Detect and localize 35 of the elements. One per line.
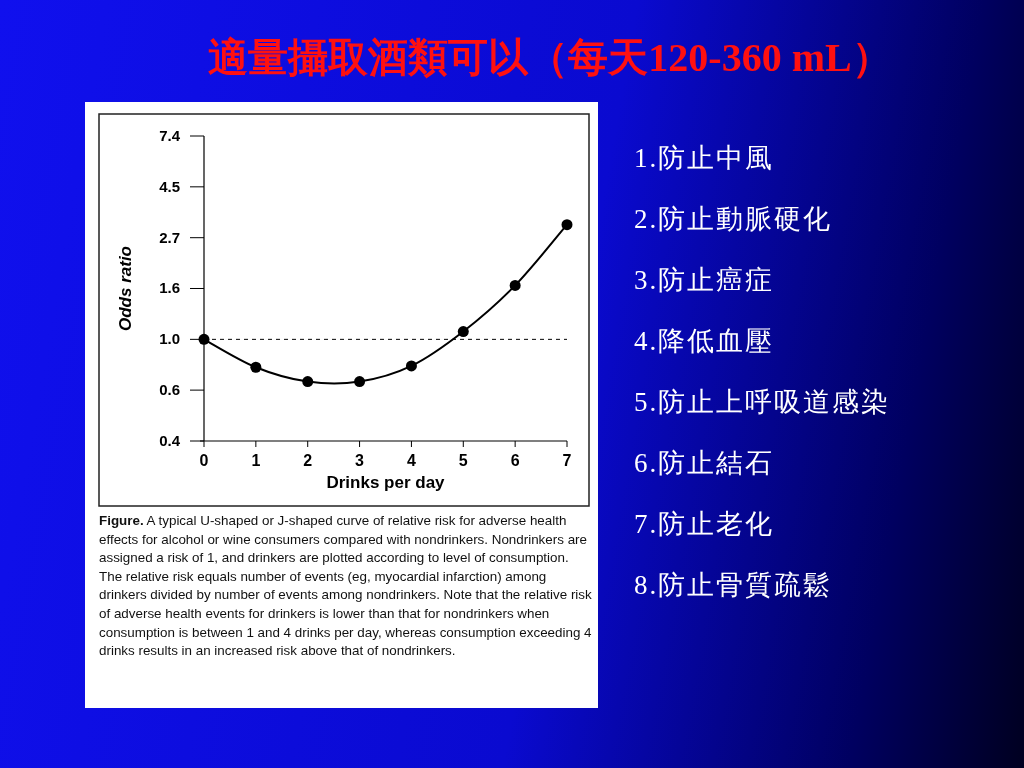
point: [561, 219, 573, 231]
y-tick-label: 7.4: [159, 127, 181, 144]
x-tick-label: 3: [355, 452, 365, 469]
x-tick-label: 6: [510, 452, 520, 469]
point: [302, 376, 314, 388]
point: [457, 326, 469, 338]
text: 4.降低血壓: [634, 325, 776, 358]
x-tick-label: 4: [406, 452, 416, 469]
x-tick-label: 0: [199, 452, 209, 469]
text: 5.防止上呼吸道感染: [634, 386, 891, 419]
x-tick-label: 1: [251, 452, 261, 469]
y-axis-title: Odds ratio: [116, 245, 135, 332]
point: [405, 360, 417, 372]
point: [354, 376, 366, 388]
y-tick-label: 1.6: [159, 279, 180, 297]
text: 1.防止中風: [634, 142, 776, 175]
y-tick-label: 4.5: [159, 177, 180, 195]
text: 3.防止癌症: [634, 264, 776, 297]
y-tick-label: 2.7: [159, 228, 180, 246]
y-tick-label: 0.6: [159, 381, 180, 399]
y-tick-label: 1.0: [159, 330, 180, 348]
point: [250, 361, 262, 373]
text: 6.防止結石: [634, 447, 776, 480]
text: 8.防止骨質疏鬆: [634, 569, 834, 602]
x-axis-title: Drinks per day: [326, 473, 446, 492]
y-tick-label: 0.4: [159, 432, 181, 449]
x-tick-label: 5: [458, 452, 468, 469]
x-tick-label: 7: [562, 452, 572, 469]
chart-title: 適量攝取酒類可以（每天120-360 mL）: [207, 34, 893, 82]
text: 7.防止老化: [634, 508, 776, 541]
point: [509, 279, 521, 291]
text: Figure. A typical U-shaped or J-shaped curve of relative risk for adverse health effects for alcohol or wine consumers compared with nondrinkers. Nondrinkers are assigned a risk of 1, and drinkers are plotted according to level of consumption. The relative risk equals number of events (eg, myocardial infarction) among drinkers divided by number of events among nondrinkers. Note that the relative risk of adverse health events for drinkers is lower than that for nondrinkers when consumption is between 1 and 4 drinks per day, whereas consumption exceeding 4 drinks results in an increased risk above that of nondrinkers.: [99, 513, 592, 659]
point: [198, 333, 210, 345]
text: 2.防止動脈硬化: [634, 203, 834, 236]
x-tick-label: 2: [303, 452, 313, 469]
